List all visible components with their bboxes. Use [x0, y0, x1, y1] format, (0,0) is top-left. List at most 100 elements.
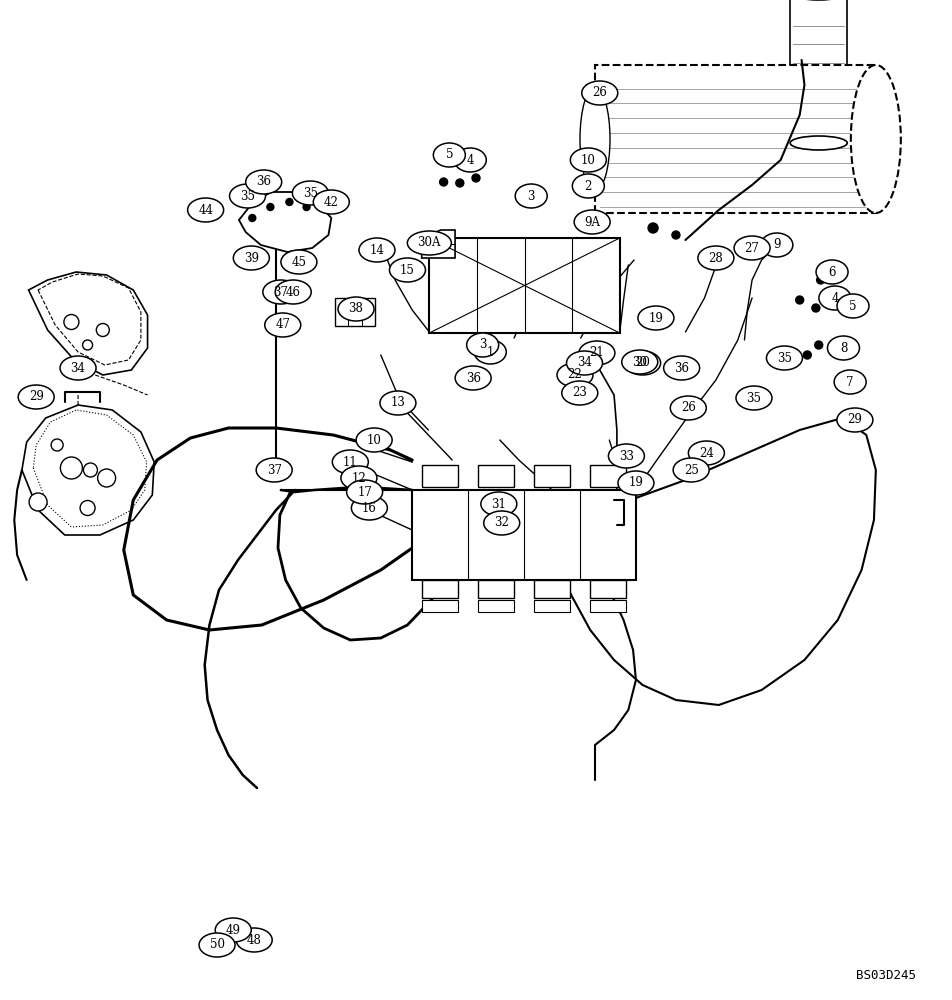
- Ellipse shape: [562, 381, 598, 405]
- Circle shape: [51, 439, 63, 451]
- Text: 42: 42: [324, 196, 339, 209]
- Ellipse shape: [389, 258, 426, 282]
- Ellipse shape: [356, 428, 392, 452]
- Circle shape: [648, 223, 658, 233]
- Ellipse shape: [761, 233, 793, 257]
- Text: 37: 37: [267, 464, 282, 477]
- Ellipse shape: [673, 458, 709, 482]
- Text: 14: 14: [369, 243, 385, 256]
- Circle shape: [275, 320, 281, 326]
- Ellipse shape: [572, 174, 605, 198]
- Ellipse shape: [263, 280, 299, 304]
- Ellipse shape: [851, 65, 901, 213]
- Ellipse shape: [215, 918, 251, 942]
- Ellipse shape: [834, 370, 866, 394]
- Text: 49: 49: [226, 924, 241, 936]
- Text: 15: 15: [400, 263, 415, 276]
- Ellipse shape: [625, 351, 661, 375]
- Text: 31: 31: [491, 497, 506, 510]
- Ellipse shape: [736, 386, 772, 410]
- Circle shape: [288, 259, 293, 264]
- Polygon shape: [239, 192, 331, 252]
- Ellipse shape: [837, 294, 869, 318]
- Bar: [335, 298, 375, 326]
- Ellipse shape: [515, 184, 547, 208]
- Circle shape: [98, 469, 115, 487]
- Bar: [589, 600, 625, 612]
- Circle shape: [815, 341, 823, 349]
- Bar: [589, 465, 625, 487]
- Text: 30A: 30A: [418, 236, 441, 249]
- Ellipse shape: [474, 340, 506, 364]
- Text: 48: 48: [247, 934, 262, 946]
- Circle shape: [796, 296, 803, 304]
- Text: 5: 5: [849, 300, 857, 312]
- Text: 1: 1: [486, 346, 494, 359]
- Text: 7: 7: [846, 375, 854, 388]
- Text: 3: 3: [527, 190, 535, 202]
- Ellipse shape: [819, 286, 851, 310]
- Text: 29: 29: [29, 390, 44, 403]
- Circle shape: [60, 457, 83, 479]
- Ellipse shape: [265, 313, 301, 337]
- Circle shape: [80, 500, 95, 516]
- Text: 36: 36: [466, 371, 481, 384]
- Bar: [533, 465, 569, 487]
- Text: 23: 23: [572, 386, 587, 399]
- Ellipse shape: [837, 408, 873, 432]
- Circle shape: [456, 179, 464, 187]
- Ellipse shape: [582, 81, 618, 105]
- Text: 9A: 9A: [585, 216, 600, 229]
- Circle shape: [672, 231, 680, 239]
- Text: 37: 37: [273, 286, 288, 298]
- Circle shape: [64, 315, 79, 330]
- Ellipse shape: [766, 346, 803, 370]
- Bar: [478, 580, 514, 598]
- Ellipse shape: [407, 231, 451, 255]
- Bar: [422, 465, 458, 487]
- Text: 26: 26: [681, 401, 696, 414]
- Text: 44: 44: [198, 204, 213, 217]
- Bar: [478, 600, 514, 612]
- Ellipse shape: [670, 396, 706, 420]
- Ellipse shape: [256, 458, 292, 482]
- Circle shape: [84, 463, 97, 477]
- Text: 35: 35: [746, 391, 762, 404]
- Text: 36: 36: [256, 175, 271, 188]
- Circle shape: [812, 304, 820, 312]
- Text: 34: 34: [577, 357, 592, 369]
- Bar: [422, 600, 458, 612]
- Ellipse shape: [827, 336, 860, 360]
- Text: 17: 17: [357, 486, 372, 498]
- Circle shape: [30, 493, 47, 511]
- Text: 11: 11: [343, 456, 358, 468]
- Text: 4: 4: [831, 292, 839, 304]
- Ellipse shape: [332, 450, 368, 474]
- Ellipse shape: [570, 148, 606, 172]
- Ellipse shape: [188, 198, 224, 222]
- Ellipse shape: [574, 210, 610, 234]
- Ellipse shape: [380, 391, 416, 415]
- Circle shape: [303, 204, 310, 211]
- Text: 20: 20: [635, 357, 650, 369]
- Ellipse shape: [580, 87, 610, 191]
- Circle shape: [283, 290, 288, 294]
- Text: 35: 35: [240, 190, 255, 202]
- Circle shape: [803, 351, 811, 359]
- Circle shape: [280, 286, 291, 298]
- Ellipse shape: [638, 306, 674, 330]
- Text: 4: 4: [466, 153, 474, 166]
- Ellipse shape: [347, 480, 383, 504]
- Text: 35: 35: [303, 187, 318, 200]
- Ellipse shape: [359, 238, 395, 262]
- Circle shape: [472, 174, 480, 182]
- Text: 19: 19: [648, 312, 664, 325]
- Polygon shape: [29, 272, 148, 375]
- Ellipse shape: [455, 366, 491, 390]
- Text: 16: 16: [362, 502, 377, 514]
- Ellipse shape: [484, 511, 520, 535]
- Ellipse shape: [281, 250, 317, 274]
- Text: 30: 30: [632, 356, 647, 368]
- Text: 12: 12: [351, 472, 367, 485]
- Ellipse shape: [466, 333, 499, 357]
